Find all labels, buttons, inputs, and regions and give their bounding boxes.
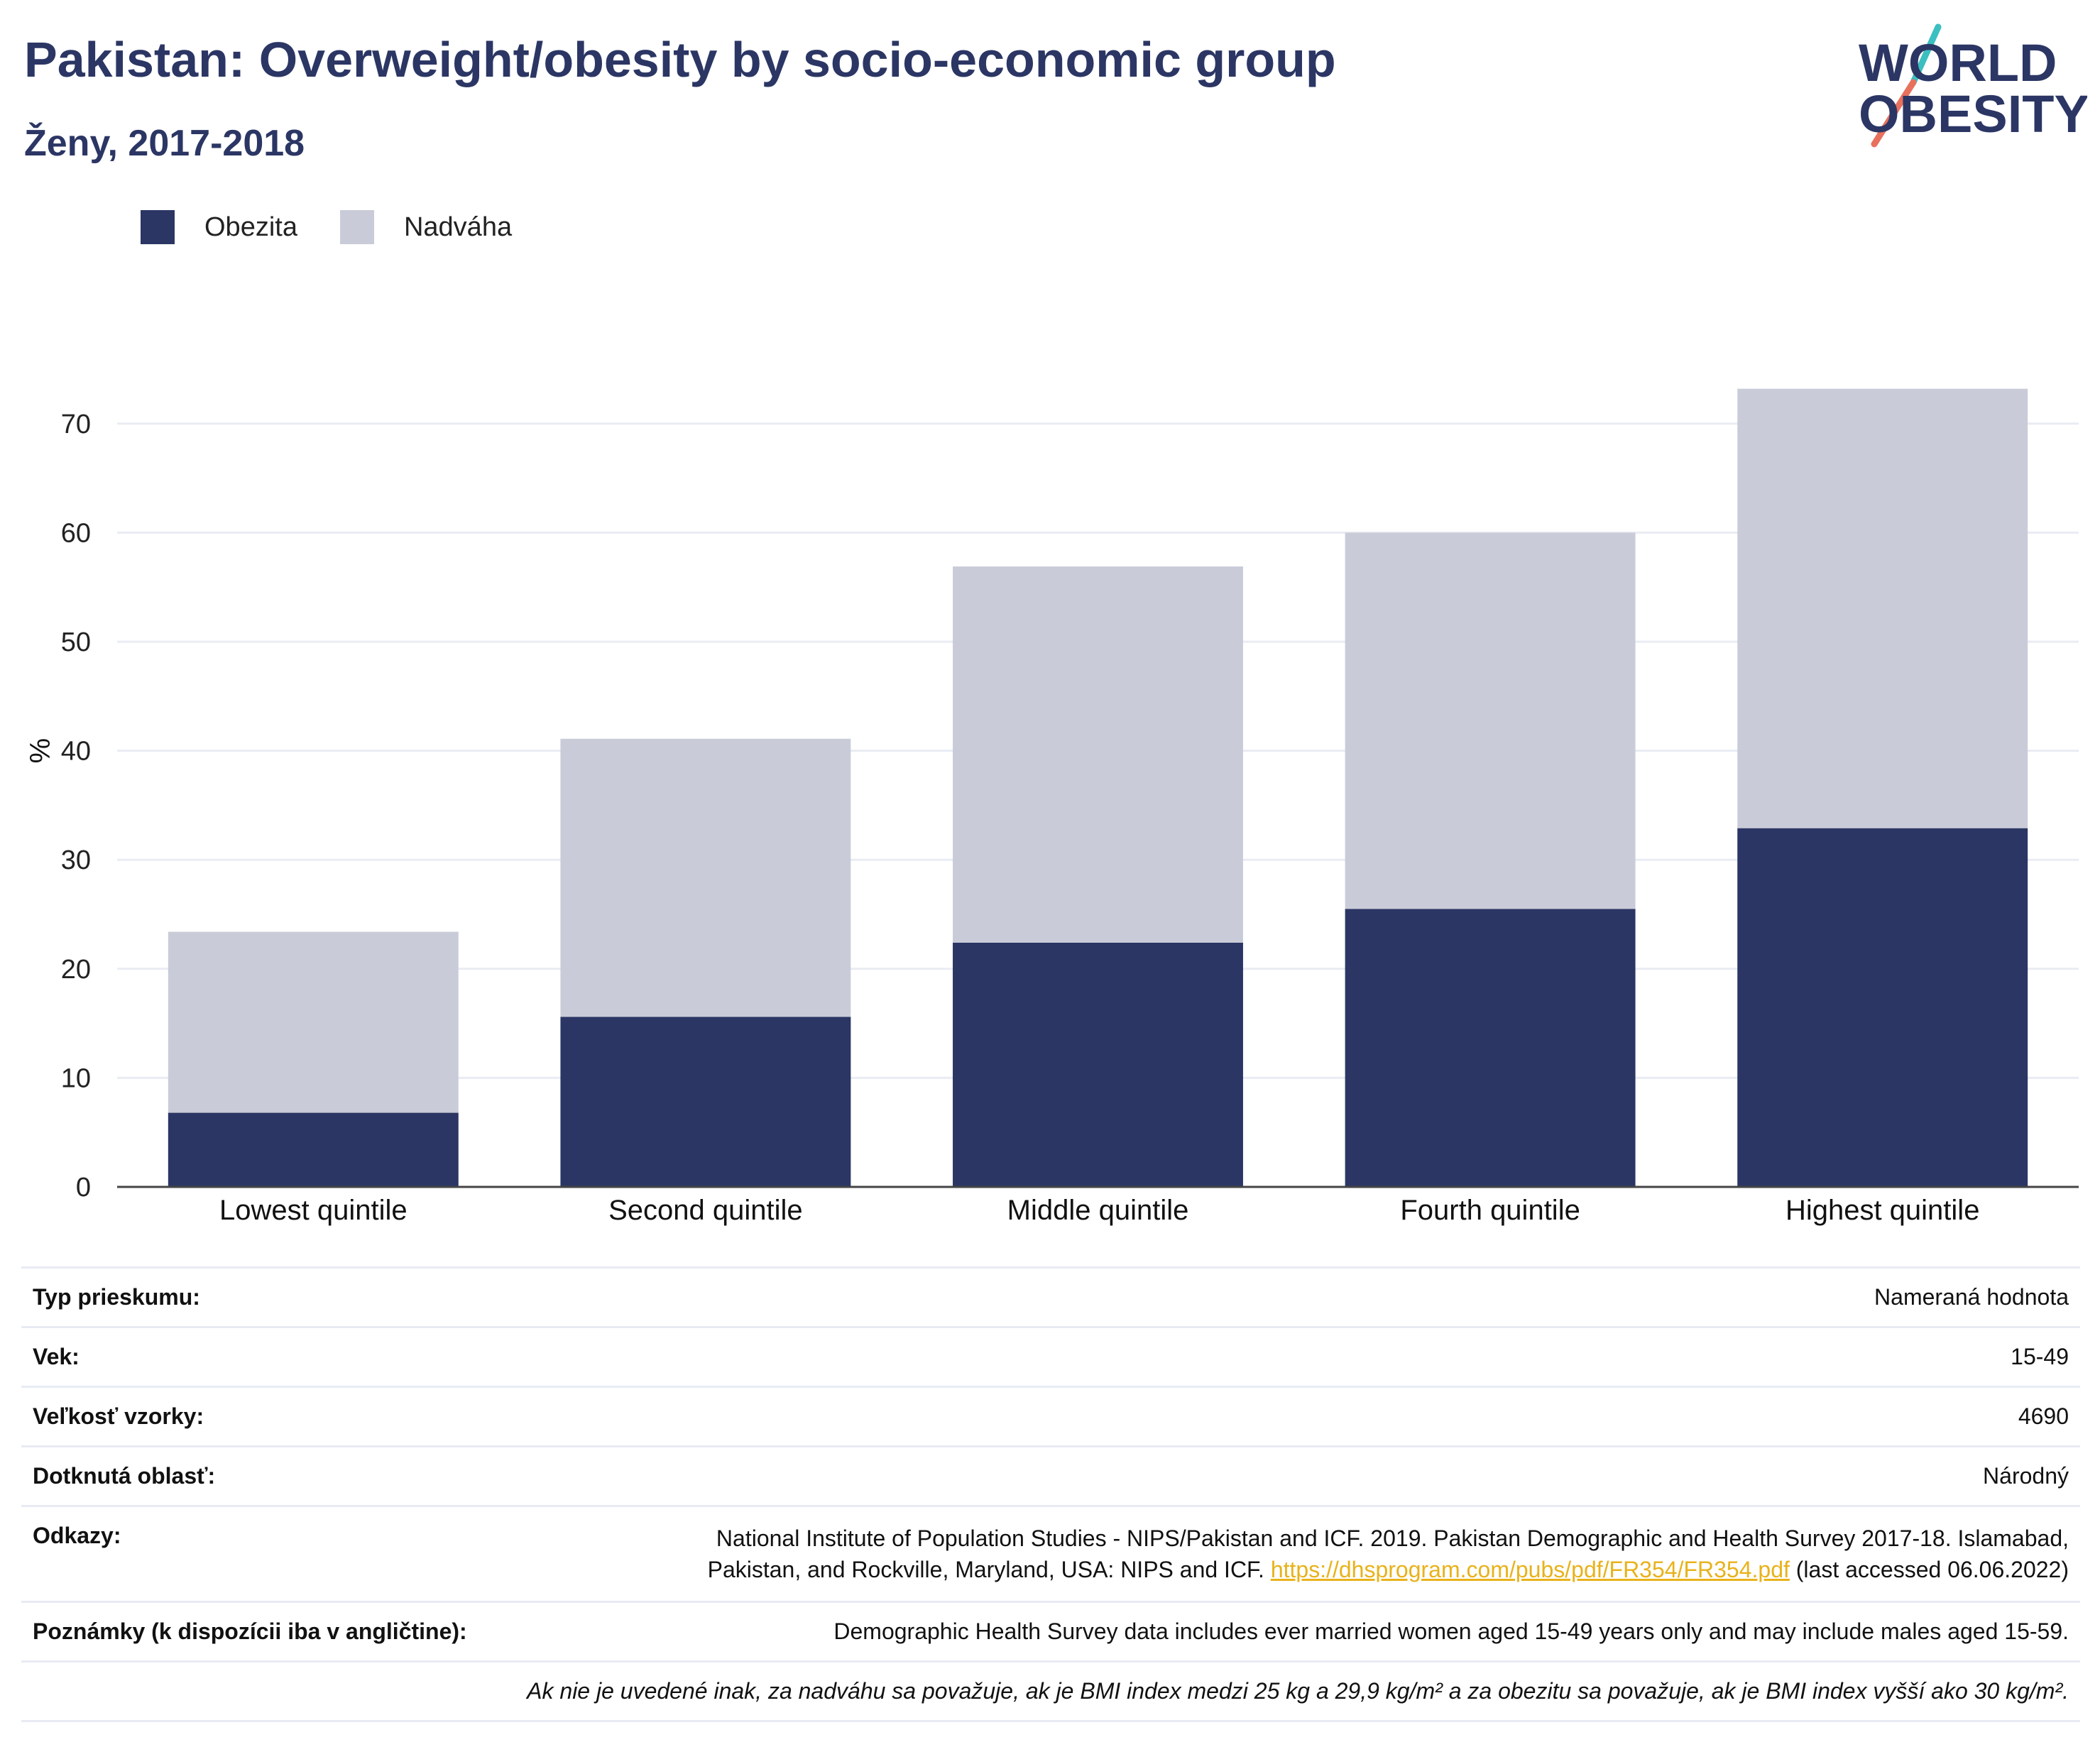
- bar-obezita[interactable]: [953, 942, 1243, 1187]
- info-label-sample-size: Veľkosť vzorky:: [21, 1386, 532, 1447]
- y-tick-label: 60: [61, 518, 91, 548]
- legend-swatch-obezita: [141, 210, 175, 244]
- info-label-references: Odkazy:: [21, 1505, 532, 1602]
- x-tick-label: Middle quintile: [1007, 1195, 1189, 1226]
- legend-item-nadvaha[interactable]: Nadváha: [339, 210, 513, 244]
- x-tick-label: Lowest quintile: [219, 1195, 408, 1226]
- y-tick-label: 0: [76, 1173, 91, 1203]
- info-row-age: Vek: 15-49: [21, 1326, 2080, 1387]
- info-value-notes: Demographic Health Survey data includes …: [532, 1601, 2080, 1662]
- reference-text-line2: Pakistan, and Rockville, Maryland, USA: …: [707, 1557, 1264, 1582]
- info-value-age: 15-49: [532, 1326, 2080, 1387]
- info-row-footnote: Ak nie je uvedené inak, za nadváhu sa po…: [21, 1660, 2080, 1722]
- reference-suffix: (last accessed 06.06.2022): [1795, 1557, 2069, 1582]
- y-tick-label: 20: [61, 955, 91, 985]
- world-obesity-logo: WORLD OBESITY: [1859, 23, 2087, 148]
- y-tick-label: 30: [61, 845, 91, 875]
- info-row-area: Dotknutá oblasť: Národný: [21, 1445, 2080, 1506]
- chart-title: Pakistan: Overweight/obesity by socio-ec…: [24, 32, 1336, 87]
- bar-nadv-ha[interactable]: [168, 931, 459, 1113]
- info-value-sample-size: 4690: [532, 1386, 2080, 1447]
- info-label-notes: Poznámky (k dispozícii iba v angličtine)…: [21, 1601, 532, 1662]
- y-tick-label: 10: [61, 1063, 91, 1093]
- x-tick-label: Highest quintile: [1785, 1195, 1980, 1226]
- y-tick-label: 50: [61, 628, 91, 657]
- reference-link[interactable]: https://dhsprogram.com/pubs/pdf/FR354/FR…: [1270, 1557, 1790, 1582]
- reference-text-line1: National Institute of Population Studies…: [716, 1526, 2069, 1551]
- bar-obezita[interactable]: [1737, 828, 2028, 1187]
- legend-swatch-nadvaha: [339, 210, 374, 244]
- logo-slash-top: [1910, 23, 1942, 86]
- info-table: Typ prieskumu: Nameraná hodnota Vek: 15-…: [21, 1266, 2080, 1722]
- info-label-age: Vek:: [21, 1326, 532, 1387]
- info-value-survey-type: Nameraná hodnota: [532, 1266, 2080, 1327]
- legend-label-obezita: Obezita: [204, 212, 297, 242]
- bar-obezita[interactable]: [1345, 909, 1636, 1187]
- info-value-area: Národný: [532, 1445, 2080, 1506]
- info-row-references: Odkazy: National Institute of Population…: [21, 1505, 2080, 1602]
- bmi-footnote: Ak nie je uvedené inak, za nadváhu sa po…: [21, 1660, 2080, 1722]
- bar-obezita[interactable]: [168, 1112, 459, 1187]
- legend-label-nadvaha: Nadváha: [403, 212, 513, 242]
- legend-item-obezita[interactable]: Obezita: [141, 210, 297, 244]
- y-tick-label: 40: [61, 737, 91, 767]
- info-row-survey-type: Typ prieskumu: Nameraná hodnota: [21, 1266, 2080, 1327]
- bar-nadv-ha[interactable]: [1345, 532, 1636, 909]
- info-value-references: National Institute of Population Studies…: [532, 1505, 2080, 1602]
- y-tick-label: 70: [61, 410, 91, 439]
- bar-nadv-ha[interactable]: [953, 566, 1243, 943]
- info-row-sample-size: Veľkosť vzorky: 4690: [21, 1386, 2080, 1447]
- stacked-bar-chart: 0 10 20 30 40 50 60 70% Lowest quintile Second qu…: [25, 388, 2079, 1226]
- info-label-survey-type: Typ prieskumu:: [21, 1266, 532, 1327]
- logo-slash-bottom: [1871, 79, 1917, 148]
- bar-nadv-ha[interactable]: [1737, 388, 2028, 828]
- chart-legend: Obezita Nadváha: [141, 210, 554, 244]
- bar-obezita[interactable]: [560, 1017, 851, 1187]
- info-row-notes: Poznámky (k dispozícii iba v angličtine)…: [21, 1601, 2080, 1662]
- x-tick-label: Second quintile: [608, 1195, 803, 1226]
- bar-nadv-ha[interactable]: [560, 738, 851, 1017]
- logo-line-world: WORLD: [1859, 33, 2057, 92]
- info-label-area: Dotknutá oblasť:: [21, 1445, 532, 1506]
- x-tick-label: Fourth quintile: [1400, 1195, 1580, 1226]
- chart-subtitle: Ženy, 2017-2018: [24, 123, 305, 164]
- y-axis-label: %: [25, 738, 56, 764]
- logo-line-obesity: OBESITY: [1859, 84, 2087, 143]
